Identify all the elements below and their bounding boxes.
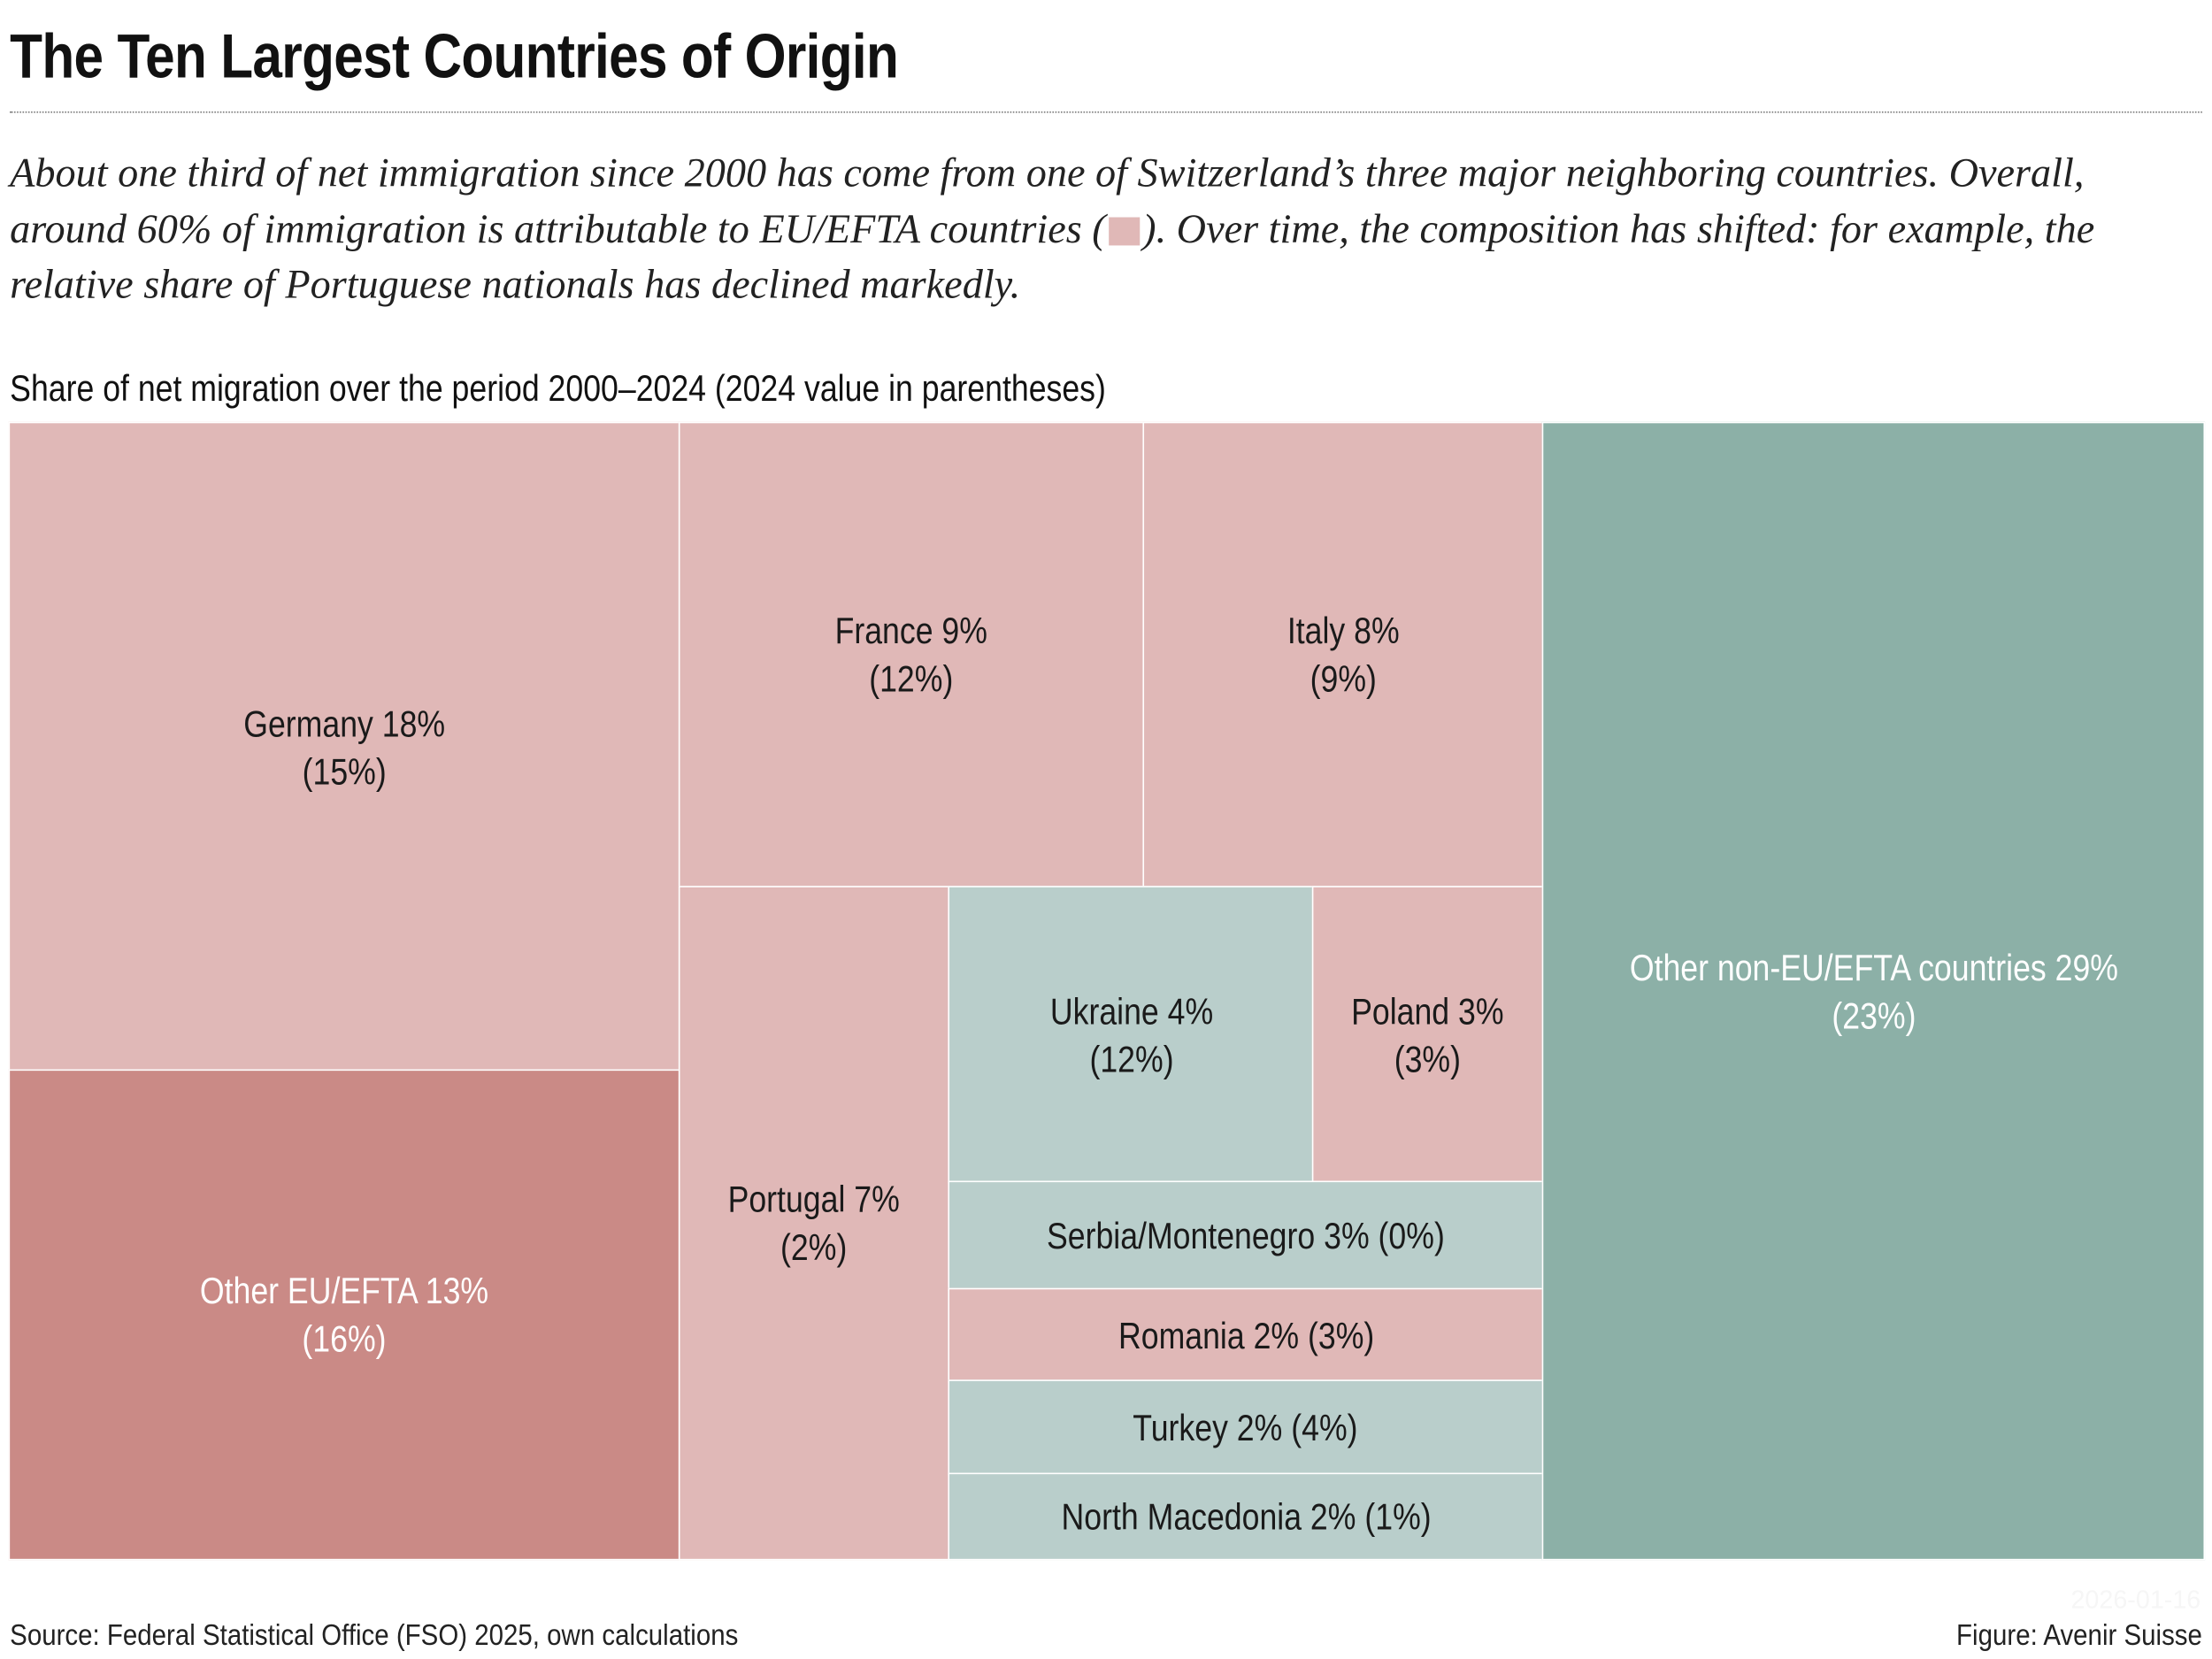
tile-turkey: Turkey 2% (4%) (948, 1379, 1544, 1476)
tile-france: France 9% (12%) (678, 421, 1145, 887)
tile-label: Other non-EU/EFTA countries 29% (1629, 946, 2118, 988)
tile-label: Italy 8% (1286, 609, 1400, 652)
source-note: Source: Federal Statistical Office (FSO)… (10, 1619, 739, 1653)
tile-label: Serbia/Montenegro 3% (0%) (1046, 1214, 1445, 1257)
lead-part-1: About one third of net immigration since… (10, 150, 2085, 252)
lead-part-2: ). Over time, the composition has shifte… (10, 206, 2095, 308)
date-watermark: 2026-01-16 (2070, 1586, 2201, 1614)
tile-other-non-eu-efta: Other non-EU/EFTA countries 29% (23%) (1541, 421, 2206, 1561)
chart-title: Share of net migration over the period 2… (10, 366, 1106, 410)
tile-label: Other EU/EFTA 13% (199, 1269, 489, 1312)
tile-italy: Italy 8% (9%) (1142, 421, 1544, 887)
tile-label: Poland 3% (1351, 989, 1504, 1033)
tile-romania: Romania 2% (3%) (948, 1287, 1544, 1383)
tile-value-2024: (15%) (302, 749, 387, 793)
tile-label: Germany 18% (243, 702, 445, 745)
figure-credit: Figure: Avenir Suisse (1955, 1619, 2202, 1653)
tile-label: Romania 2% (3%) (1118, 1314, 1374, 1357)
tile-value-2024: (3%) (1394, 1037, 1462, 1080)
tile-poland: Poland 3% (3%) (1311, 886, 1544, 1184)
eu-color-swatch (1108, 216, 1140, 245)
tile-north-macedonia: North Macedonia 2% (1%) (948, 1472, 1544, 1561)
tile-ukraine: Ukraine 4% (12%) (948, 886, 1315, 1184)
tile-label: France 9% (834, 609, 988, 652)
tile-portugal: Portugal 7% (2%) (678, 886, 950, 1561)
tile-serbia-montenegro: Serbia/Montenegro 3% (0%) (948, 1180, 1544, 1291)
tile-value-2024: (12%) (869, 657, 954, 700)
tile-label: Turkey 2% (4%) (1133, 1406, 1358, 1449)
tile-label: Portugal 7% (727, 1178, 901, 1221)
tile-value-2024: (16%) (302, 1317, 387, 1361)
tile-other-eu-efta: Other EU/EFTA 13% (16%) (8, 1069, 680, 1561)
page-title: The Ten Largest Countries of Origin (10, 22, 899, 92)
tile-value-2024: (23%) (1831, 994, 1916, 1037)
tile-value-2024: (2%) (780, 1225, 848, 1269)
tile-label: Ukraine 4% (1049, 989, 1213, 1033)
title-divider (10, 111, 2202, 113)
tile-germany: Germany 18% (15%) (8, 421, 680, 1072)
lead-text: About one third of net immigration since… (10, 147, 2205, 314)
tile-value-2024: (9%) (1310, 657, 1377, 700)
tile-value-2024: (12%) (1089, 1037, 1174, 1080)
tile-label: North Macedonia 2% (1%) (1060, 1495, 1431, 1538)
